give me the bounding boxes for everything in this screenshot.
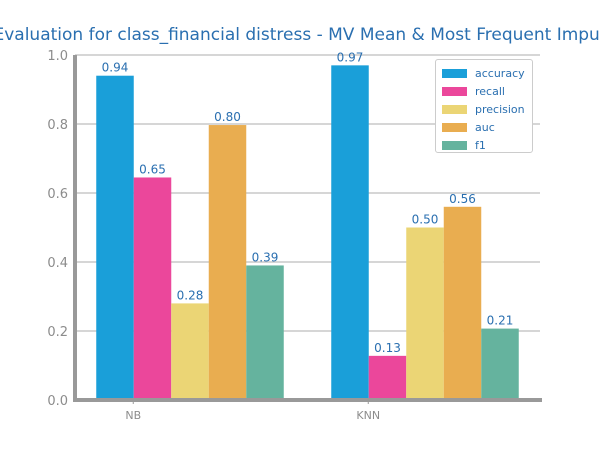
data-label-accuracy-nb: 0.94 xyxy=(102,61,129,75)
bar-precision-nb xyxy=(171,303,209,400)
data-label-precision-knn: 0.50 xyxy=(412,213,439,227)
bar-recall-nb xyxy=(133,177,172,400)
data-label-f1-nb: 0.39 xyxy=(252,250,279,264)
legend-swatch-auc xyxy=(442,122,467,132)
bar-f1-knn xyxy=(481,328,519,400)
y-tick-label-5: 1.0 xyxy=(47,49,68,64)
legend-item-auc: auc xyxy=(442,118,532,136)
bar-precision-knn xyxy=(406,227,444,400)
legend-item-precision: precision xyxy=(442,100,532,118)
legend-label-auc: auc xyxy=(475,120,495,134)
legend-item-accuracy: accuracy xyxy=(442,64,532,82)
x-tick-label-nb: NB xyxy=(125,409,141,422)
data-label-precision-nb: 0.28 xyxy=(177,288,204,302)
data-label-auc-nb: 0.80 xyxy=(214,110,241,124)
y-tick-label-3: 0.6 xyxy=(47,187,68,202)
y-tick-label-0: 0.0 xyxy=(47,394,68,409)
x-tick-label-knn: KNN xyxy=(356,409,380,422)
legend-label-recall: recall xyxy=(475,84,505,98)
data-label-auc-knn: 0.56 xyxy=(449,192,476,206)
legend-label-precision: precision xyxy=(475,102,525,116)
y-tick-label-1: 0.2 xyxy=(47,325,68,340)
data-label-recall-nb: 0.65 xyxy=(139,162,166,176)
bar-auc-knn xyxy=(443,206,482,400)
chart-legend: accuracy recall precision auc f1 xyxy=(435,59,533,153)
bar-auc-nb xyxy=(208,125,247,400)
bar-f1-nb xyxy=(246,265,284,400)
bar-accuracy-knn xyxy=(331,65,369,400)
legend-swatch-precision xyxy=(442,104,467,114)
y-tick-label-4: 0.8 xyxy=(47,118,68,133)
legend-item-f1: f1 xyxy=(442,136,532,154)
y-tick-label-2: 0.4 xyxy=(47,256,68,271)
legend-label-f1: f1 xyxy=(475,138,486,152)
bar-accuracy-nb xyxy=(96,75,134,400)
data-label-f1-knn: 0.21 xyxy=(487,314,514,328)
legend-swatch-f1 xyxy=(442,140,467,150)
legend-swatch-recall xyxy=(442,86,467,96)
legend-swatch-accuracy xyxy=(442,68,467,78)
bar-recall-knn xyxy=(368,355,407,400)
data-label-recall-knn: 0.13 xyxy=(374,341,401,355)
chart-title: Evaluation for class_financial distress … xyxy=(0,25,600,45)
legend-item-recall: recall xyxy=(442,82,532,100)
data-label-accuracy-knn: 0.97 xyxy=(337,50,364,64)
legend-label-accuracy: accuracy xyxy=(475,66,525,80)
